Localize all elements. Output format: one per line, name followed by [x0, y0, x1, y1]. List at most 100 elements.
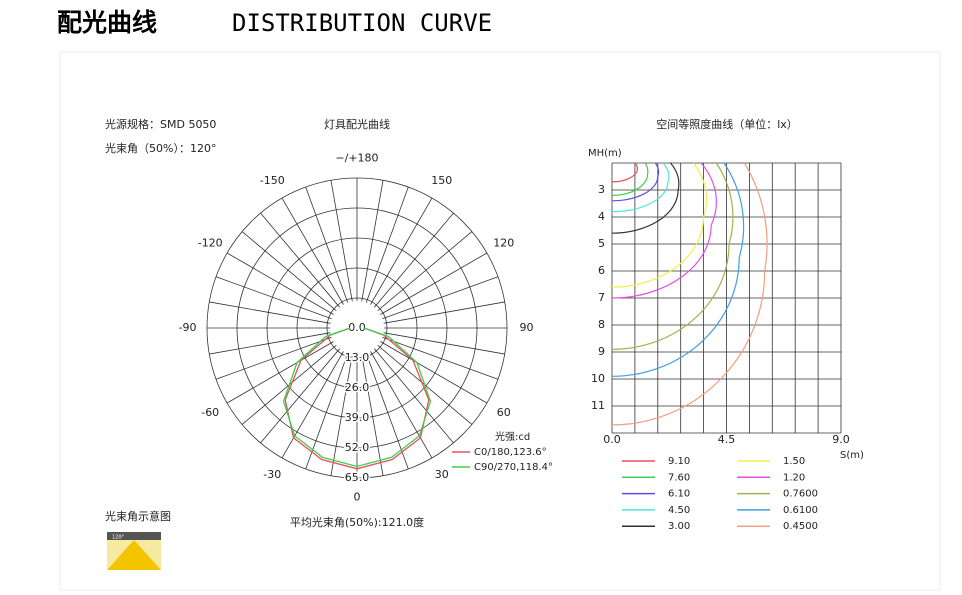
- r-tick-label: 65.0: [345, 471, 370, 484]
- angle-tick-label: 60: [497, 406, 511, 419]
- y-tick-label: 6: [598, 264, 605, 277]
- spoke: [330, 354, 353, 476]
- legend-label: C90/270,118.4°: [474, 462, 553, 473]
- angle-tick-label: -150: [260, 174, 285, 187]
- beam-icon: 120°: [107, 532, 161, 570]
- isolux-curve: [611, 162, 717, 299]
- isolux-curve: [611, 162, 680, 234]
- legend-label: 7.60: [668, 472, 690, 483]
- x-label: S(m): [840, 450, 864, 461]
- spoke: [215, 336, 332, 380]
- frame: [59, 51, 941, 591]
- legend-label: 3.00: [668, 521, 690, 532]
- isolux-curve: [611, 162, 768, 426]
- angle-tick-label: -60: [201, 406, 219, 419]
- spoke: [305, 186, 349, 303]
- spoke: [226, 341, 334, 404]
- grid-circle: [236, 207, 478, 449]
- spoke: [361, 354, 384, 476]
- intensity-curve: [282, 327, 432, 468]
- legend-label: 0.7600: [783, 489, 818, 500]
- spoke: [241, 231, 337, 311]
- isolux-curve: [611, 162, 745, 377]
- y-label: MH(m): [588, 148, 622, 159]
- spoke: [215, 276, 332, 320]
- grid-circle: [296, 267, 418, 389]
- legend-label: 0.4500: [783, 521, 818, 532]
- angle-tick-label: -90: [179, 321, 197, 334]
- legend-label: 1.20: [783, 472, 805, 483]
- subtitle: DISTRIBUTION CURVE: [232, 9, 492, 37]
- angle-tick-label: 0: [354, 491, 361, 504]
- legend-label: C0/180,123.6°: [474, 447, 547, 458]
- spoke: [209, 332, 331, 355]
- y-tick-label: 3: [598, 183, 605, 196]
- legend-label: 1.50: [783, 456, 805, 467]
- spoke: [260, 212, 340, 308]
- grid-circle: [206, 177, 508, 479]
- spoke: [382, 336, 499, 380]
- spoke: [383, 301, 505, 324]
- y-tick-label: 10: [591, 372, 605, 385]
- r-tick-label: 26.0: [345, 381, 370, 394]
- y-tick-label: 9: [598, 345, 605, 358]
- isolux-curve: [611, 162, 670, 213]
- title: 配光曲线: [57, 8, 157, 37]
- isolux-curve: [611, 162, 649, 196]
- spoke: [383, 332, 505, 355]
- y-tick-label: 8: [598, 318, 605, 331]
- spoke: [370, 197, 433, 305]
- angle-tick-label: −/+180: [335, 152, 378, 165]
- spoke: [330, 180, 353, 302]
- spoke: [260, 348, 340, 444]
- angle-tick-label: 150: [431, 174, 452, 187]
- spoke: [382, 276, 499, 320]
- chart-title: 空间等照度曲线（单位：lx）: [656, 117, 798, 131]
- intensity-curve: [284, 327, 430, 470]
- r-tick-label: 13.0: [345, 351, 370, 364]
- unit-label: 光强:cd: [495, 430, 530, 443]
- spoke: [281, 351, 344, 459]
- grid-circle: [326, 297, 388, 359]
- chart-title: 灯具配光曲线: [324, 117, 390, 131]
- angle-tick-label: -120: [198, 236, 223, 249]
- legend-label: 0.6100: [783, 505, 818, 516]
- y-tick-label: 5: [598, 237, 605, 250]
- isolux-curve: [611, 162, 708, 288]
- r-tick-label: 39.0: [345, 411, 370, 424]
- spoke: [374, 212, 454, 308]
- spoke: [209, 301, 331, 324]
- x-tick-label: 9.0: [832, 433, 850, 446]
- isolux-curve: [611, 162, 734, 350]
- isolux-curve: [611, 162, 639, 183]
- spec: 光源规格：SMD 5050: [105, 117, 216, 131]
- spoke: [374, 348, 454, 444]
- angle-tick-label: 30: [435, 468, 449, 481]
- r-tick-label: 0.0: [348, 321, 366, 334]
- y-tick-label: 4: [598, 210, 605, 223]
- legend-label: 6.10: [668, 489, 690, 500]
- spoke: [380, 341, 488, 404]
- spoke: [281, 197, 344, 305]
- angle-tick-label: 120: [493, 236, 514, 249]
- beam-angle: 120°: [112, 535, 125, 541]
- spoke: [370, 351, 433, 459]
- spoke: [226, 252, 334, 315]
- x-tick-label: 4.5: [718, 433, 736, 446]
- spoke: [377, 231, 473, 311]
- spoke: [361, 180, 384, 302]
- grid-circle: [266, 237, 448, 419]
- spec: 光束角（50%）：120°: [105, 141, 216, 155]
- angle-tick-label: -30: [263, 468, 281, 481]
- spoke: [365, 186, 409, 303]
- x-tick-label: 0.0: [603, 433, 621, 446]
- legend-label: 9.10: [668, 456, 690, 467]
- r-tick-label: 52.0: [345, 441, 370, 454]
- isolux-curve: [611, 162, 660, 202]
- angle-tick-label: 90: [520, 321, 534, 334]
- spoke: [380, 252, 488, 315]
- y-tick-label: 7: [598, 291, 605, 304]
- legend-label: 4.50: [668, 505, 690, 516]
- beam-title: 光束角示意图: [105, 509, 171, 523]
